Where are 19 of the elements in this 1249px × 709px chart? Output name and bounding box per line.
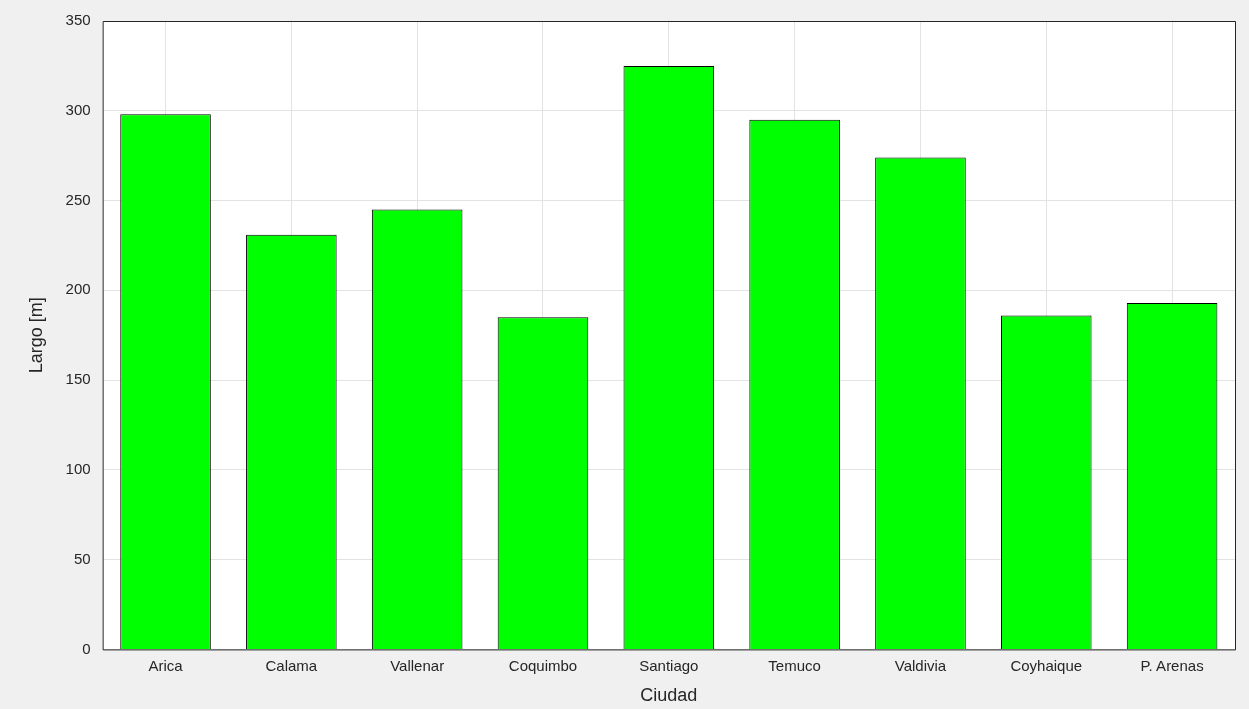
y-tick-label: 250 bbox=[65, 190, 91, 208]
x-tick-label: Coquimbo bbox=[508, 656, 578, 674]
y-tick-label: 200 bbox=[65, 280, 91, 298]
x-tick-label: Vallenar bbox=[390, 656, 445, 674]
y-tick-label: 0 bbox=[82, 639, 91, 657]
x-tick-label: Arica bbox=[148, 656, 184, 674]
x-tick-label: P. Arenas bbox=[1140, 656, 1204, 674]
x-tick-label: Temuco bbox=[768, 656, 821, 674]
y-tick-label: 350 bbox=[65, 11, 91, 29]
x-axis-title: Ciudad bbox=[640, 685, 698, 706]
x-tick-label: Coyhaique bbox=[1010, 656, 1083, 674]
x-tick-label: Santiago bbox=[639, 656, 699, 674]
y-tick-label: 50 bbox=[73, 549, 91, 567]
y-axis-title: Largo [m] bbox=[25, 297, 46, 374]
x-tick-label: Valdivia bbox=[894, 656, 947, 674]
y-tick-label: 300 bbox=[65, 100, 91, 118]
x-tick-label: Calama bbox=[265, 656, 318, 674]
y-tick-label: 150 bbox=[65, 370, 91, 388]
y-tick-label: 100 bbox=[65, 460, 91, 477]
